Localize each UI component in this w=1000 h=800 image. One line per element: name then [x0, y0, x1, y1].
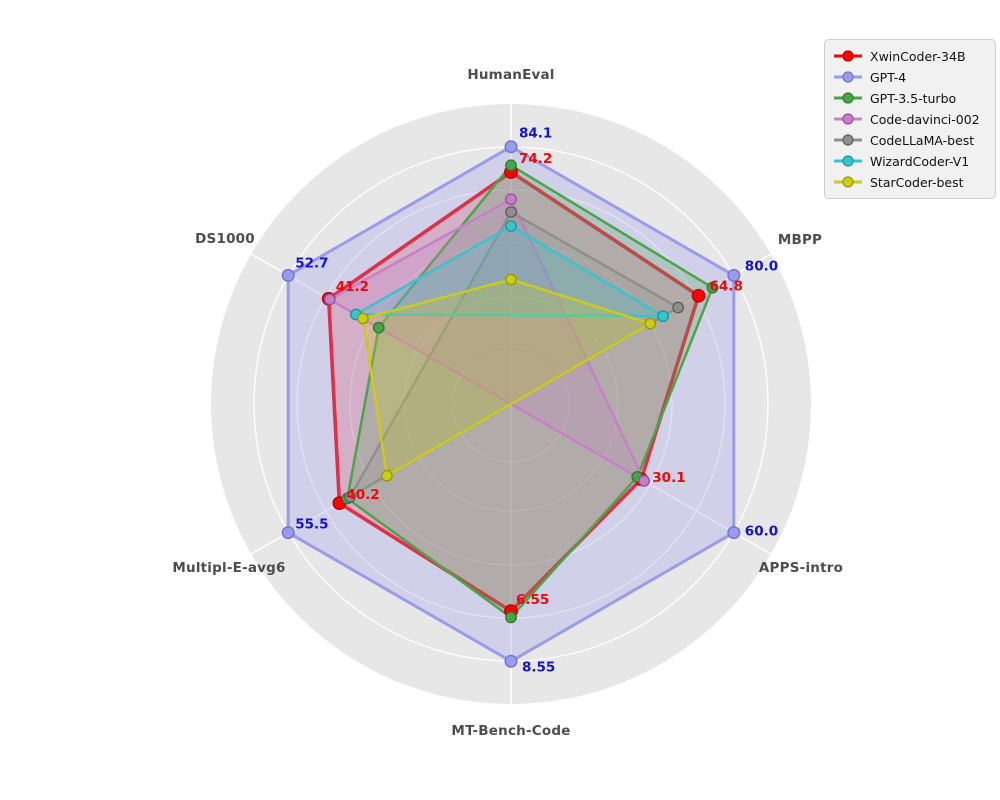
legend-marker-xwincoder-34b: [834, 50, 862, 62]
legend-item-codellama-best: CodeLLaMA-best: [833, 131, 987, 149]
series-marker-wizardcoder-v1-1: [657, 310, 669, 323]
legend-marker-starcoder-best: [834, 176, 862, 188]
value-label-gpt-4-0: 84.1: [519, 126, 552, 142]
legend-item-wizardcoder-v1: WizardCoder-V1: [833, 152, 987, 170]
series-marker-gpt-3.5-turbo-0: [505, 159, 517, 172]
value-label-xwincoder-34b-5: 41.2: [336, 279, 369, 295]
legend-marker-gpt-4: [834, 71, 862, 83]
series-marker-xwincoder-34b-1: [691, 288, 706, 303]
axis-label-humaneval: HumanEval: [467, 67, 555, 83]
legend-item-code-davinci-002: Code-davinci-002: [833, 110, 987, 128]
series-marker-code-davinci-002-0: [505, 193, 517, 206]
series-marker-codellama-best-1: [672, 301, 685, 314]
legend-label: GPT-3.5-turbo: [870, 90, 957, 106]
legend: XwinCoder-34B GPT-4 GPT-3.5-turbo Code-d…: [824, 39, 996, 199]
axis-label-mbpp: MBPP: [777, 232, 823, 248]
legend-label: XwinCoder-34B: [870, 48, 966, 64]
axis-label-ds1000: DS1000: [195, 231, 255, 247]
series-marker-gpt-4-5: [281, 268, 295, 282]
series-marker-gpt-4-4: [281, 526, 295, 540]
legend-label: WizardCoder-V1: [870, 153, 970, 169]
legend-dot: [842, 92, 854, 104]
legend-marker-wizardcoder-v1: [834, 155, 862, 167]
series-fill-codellama-best: [350, 212, 679, 497]
series-marker-gpt-4-1: [727, 268, 741, 282]
series-marker-starcoder-best-5: [356, 312, 369, 325]
legend-label: Code-davinci-002: [870, 111, 980, 127]
axis-label-mt-bench-code: MT-Bench-Code: [451, 723, 571, 739]
legend-marker-codellama-best: [834, 134, 862, 146]
value-label-xwincoder-34b-0: 74.2: [519, 151, 552, 167]
legend-item-xwincoder-34b: XwinCoder-34B: [833, 47, 987, 65]
series-marker-code-davinci-002-2: [638, 474, 650, 487]
legend-dot: [842, 113, 854, 125]
series-marker-codellama-best-4: [344, 491, 356, 503]
series-marker-gpt-3.5-turbo-1: [706, 281, 719, 294]
legend-item-starcoder-best: StarCoder-best: [833, 173, 987, 191]
legend-marker-code-davinci-002: [834, 113, 862, 125]
legend-marker-gpt-3-5-turbo: [834, 92, 862, 104]
legend-label: StarCoder-best: [870, 174, 964, 190]
series-marker-wizardcoder-v1-0: [505, 220, 517, 232]
value-label-gpt-4-2: 60.0: [745, 524, 778, 540]
legend-item-gpt-4: GPT-4: [833, 68, 987, 86]
value-label-gpt-4-1: 80.0: [745, 258, 778, 274]
series-marker-starcoder-best-0: [505, 273, 517, 286]
legend-label: CodeLLaMA-best: [870, 132, 975, 148]
value-label-xwincoder-34b-4: 40.2: [346, 487, 379, 503]
series-fill-gpt-3.5-turbo: [347, 165, 713, 618]
legend-dot: [842, 50, 854, 62]
legend-item-gpt-3-5-turbo: GPT-3.5-turbo: [833, 89, 987, 107]
axis-label-apps-intro: APPS-intro: [758, 560, 844, 576]
series-outline-code-davinci-002: [328, 197, 646, 483]
series-fill-starcoder-best: [362, 279, 651, 476]
series-marker-gpt-4-3: [504, 654, 518, 668]
axis-label-multipl-e-avg6: Multipl-E-avg6: [172, 560, 286, 576]
value-label-gpt-4-3: 8.55: [522, 659, 555, 675]
series-marker-codellama-best-0: [505, 206, 517, 218]
series-marker-gpt-4-2: [727, 526, 741, 540]
value-label-xwincoder-34b-1: 64.8: [710, 279, 743, 295]
legend-dot: [842, 134, 854, 146]
series-marker-gpt-4-0: [504, 140, 518, 154]
legend-dot: [842, 155, 854, 167]
series-marker-gpt-3.5-turbo-3: [505, 611, 517, 624]
series-outline-wizardcoder-v1: [354, 224, 665, 318]
series-fill-wizardcoder-v1: [355, 226, 663, 317]
value-label-gpt-4-4: 55.5: [295, 517, 328, 533]
series-marker-starcoder-best-4: [380, 469, 393, 482]
legend-dot: [842, 71, 854, 83]
series-marker-gpt-3.5-turbo-5: [372, 321, 385, 334]
legend-label: GPT-4: [870, 69, 907, 85]
value-label-xwincoder-34b-2: 30.1: [652, 470, 685, 486]
value-label-gpt-4-5: 52.7: [295, 255, 328, 271]
legend-dot: [842, 176, 854, 188]
series-fill-code-davinci-002: [329, 199, 645, 481]
value-label-xwincoder-34b-3: 6.55: [516, 592, 549, 608]
series-marker-code-davinci-002-5: [323, 293, 336, 306]
series-marker-starcoder-best-1: [644, 317, 657, 330]
